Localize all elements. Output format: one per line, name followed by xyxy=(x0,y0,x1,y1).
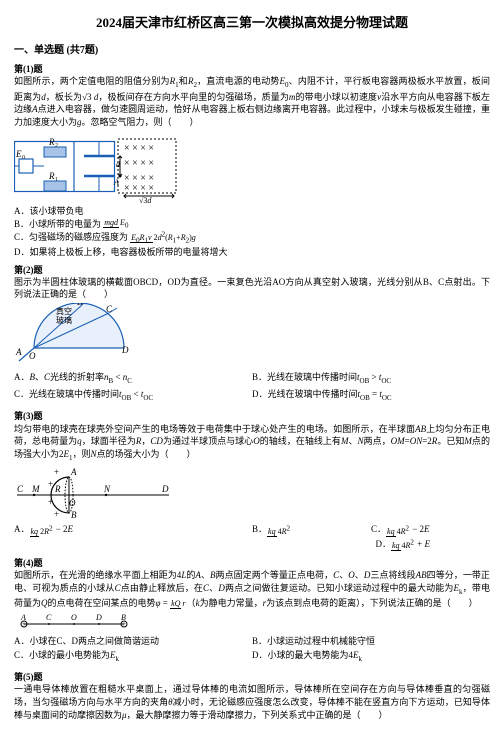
svg-text:+: + xyxy=(54,467,59,477)
q3-optC: C．kq4R2 − 2E xyxy=(371,523,490,535)
svg-text:N: N xyxy=(103,484,111,494)
svg-text:× × × ×: × × × × xyxy=(124,158,154,169)
svg-text:0: 0 xyxy=(22,155,25,161)
q3-label: 第(3)题 xyxy=(14,410,490,422)
q4-optC: C．小球的最小电势能为Ek xyxy=(14,649,252,664)
svg-text:A: A xyxy=(15,347,22,357)
svg-text:玻璃: 玻璃 xyxy=(56,315,72,325)
q2-label: 第(2)题 xyxy=(14,264,490,276)
svg-text:× × × ×: × × × × xyxy=(124,143,154,154)
svg-text:R: R xyxy=(48,171,55,181)
svg-text:O: O xyxy=(69,498,76,508)
q3-optB: B．kq4R2 xyxy=(252,523,371,535)
svg-text:2: 2 xyxy=(55,143,58,149)
svg-text:O: O xyxy=(29,351,36,361)
q2-text: 图示为半圆柱体玻璃的横截面OBCD，OD为直径。一束复色光沿AO方向从真空射入玻… xyxy=(14,276,490,301)
q4-label: 第(4)题 xyxy=(14,557,490,569)
svg-text:A: A xyxy=(20,613,26,622)
section-heading: 一、单选题 (共7题) xyxy=(14,44,490,58)
q3-optD: D．kq4R2 + E xyxy=(14,538,490,550)
svg-text:C: C xyxy=(17,484,24,494)
svg-text:O: O xyxy=(71,613,77,622)
q2-options: A．B、C光线的折射率nB < nC B．光线在玻璃中传播时间tOB > tOC… xyxy=(14,370,490,404)
q2-figure: A O D B C 真空 玻璃 xyxy=(14,303,490,368)
svg-text:R: R xyxy=(54,484,61,494)
q4-options: A．小球在C、D两点之间做简谐运动 B．小球运动过程中机械能守恒 C．小球的最小… xyxy=(14,634,490,665)
q3-options: A．kq2R2 − 2E B．kq4R2 C．kq4R2 − 2E D．kq4R… xyxy=(14,522,490,551)
svg-text:M: M xyxy=(31,484,40,494)
q4-text: 如图所示，在光滑的绝缘水平面上相距为4L的A、B两点固定两个等量正点电荷，C、O… xyxy=(14,569,490,610)
svg-text:D: D xyxy=(121,345,129,355)
q1-optC: C．匀强磁场的磁感应强度为 E0R1v2d2(R1+R2)g xyxy=(14,231,490,245)
svg-text:C: C xyxy=(106,304,113,314)
q1-label: 第(1)题 xyxy=(14,63,490,75)
svg-text:A: A xyxy=(70,467,77,477)
svg-text:+: + xyxy=(48,479,53,489)
q1-text: 如图所示，两个定值电阻的阻值分别为R1和R2，直流电源的电动势E0、内阻不计，平… xyxy=(14,75,490,128)
q2-optA: A．B、C光线的折射率nB < nC xyxy=(14,371,252,386)
q4-optA: A．小球在C、D两点之间做简谐运动 xyxy=(14,635,252,647)
svg-text:√3d: √3d xyxy=(139,196,152,203)
q5-label: 第(5)题 xyxy=(14,671,490,683)
q2-optC: C．光线在玻璃中传播时间tOB < tOC xyxy=(14,388,252,403)
svg-text:D: D xyxy=(161,484,169,494)
q3-optA: A．kq2R2 − 2E xyxy=(14,523,252,535)
q5-text: 一通电导体棒放置在粗糙水平桌面上，通过导体棒的电流如图所示，导体棒所在空间存在方… xyxy=(14,683,490,721)
q2-optB: B．光线在玻璃中传播时间tOB > tOC xyxy=(252,371,490,386)
svg-text:× × × ×: × × × × xyxy=(124,183,154,194)
svg-text:C: C xyxy=(46,613,52,622)
q1-figure: E0 R2 R1 × × × × × × × × × × × × × × × ×… xyxy=(14,131,490,203)
svg-text:1: 1 xyxy=(55,177,58,183)
svg-text:R: R xyxy=(48,137,55,147)
q4-figure: + + A C O D B xyxy=(14,612,490,632)
svg-text:B: B xyxy=(121,613,126,622)
q2-optD: D．光线在玻璃中传播时间tOB = tOC xyxy=(252,388,490,403)
svg-text:真空: 真空 xyxy=(56,306,72,316)
svg-text:A: A xyxy=(113,178,119,187)
q1-options: A．该小球带负电 B．小球所带的电量为 mgdE0 C．匀强磁场的磁感应强度为 … xyxy=(14,205,490,258)
q4-optD: D．小球的最大电势能为4Ek xyxy=(252,649,490,664)
svg-text:E: E xyxy=(15,149,22,159)
q1-optA: A．该小球带负电 xyxy=(14,205,490,217)
q4-optB: B．小球运动过程中机械能守恒 xyxy=(252,635,490,647)
svg-text:B: B xyxy=(77,303,83,307)
svg-text:D: D xyxy=(95,613,102,622)
page-title: 2024届天津市红桥区高三第一次模拟高效提分物理试题 xyxy=(14,14,490,32)
q3-text: 均匀带电的球壳在球壳外空间产生的电场等效于电荷集中于球心处产生的电场。如图所示，… xyxy=(14,423,490,464)
q1-optB: B．小球所带的电量为 mgdE0 xyxy=(14,218,490,230)
svg-text:B: B xyxy=(71,510,77,520)
q3-figure: ++++ C M O R N D A B xyxy=(14,465,490,520)
q1-optD: D．如果将上极板上移，电容器极板所带的电量将增大 xyxy=(14,246,490,258)
svg-text:+: + xyxy=(48,497,53,507)
svg-text:+: + xyxy=(54,509,59,519)
